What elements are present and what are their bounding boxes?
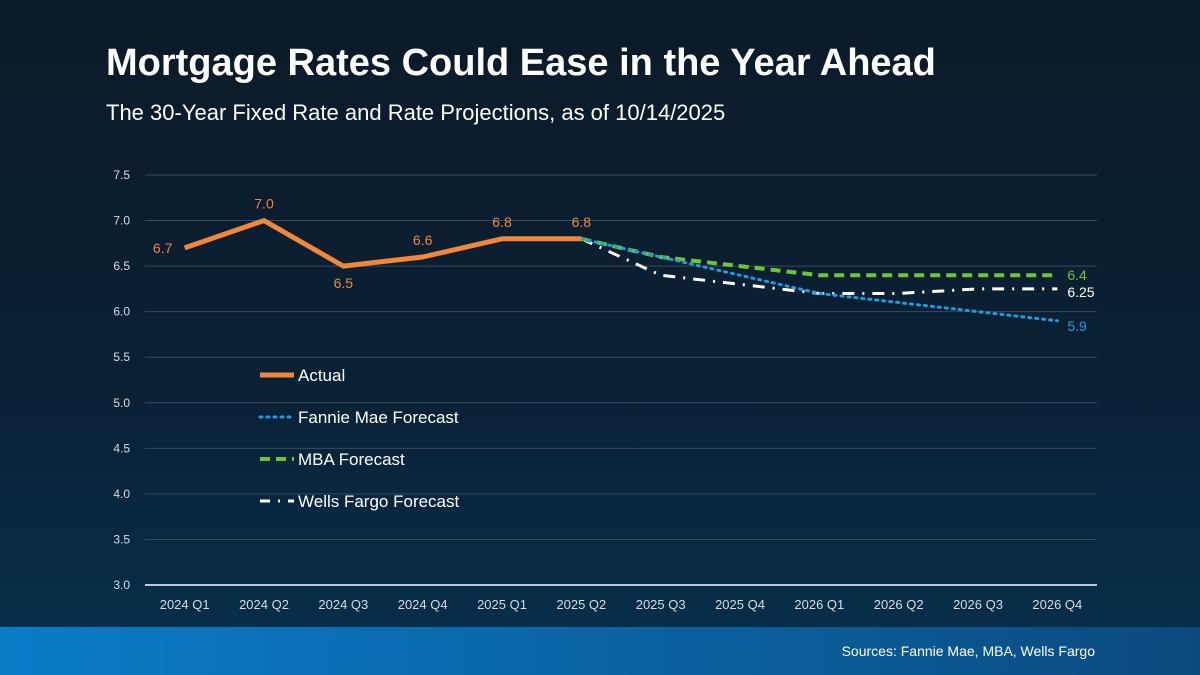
legend-label: MBA Forecast xyxy=(298,450,405,469)
sources-note: Sources: Fannie Mae, MBA, Wells Fargo xyxy=(841,643,1095,659)
x-tick-label: 2024 Q4 xyxy=(398,597,448,612)
x-tick-label: 2026 Q3 xyxy=(953,597,1003,612)
data-label: 6.8 xyxy=(572,214,592,230)
x-tick-label: 2025 Q1 xyxy=(477,597,527,612)
x-tick-label: 2026 Q1 xyxy=(794,597,844,612)
data-label: 6.5 xyxy=(334,275,354,291)
data-label: 6.7 xyxy=(153,240,173,256)
y-tick-label: 6.0 xyxy=(113,305,130,319)
series-line-fannie-mae-forecast xyxy=(579,237,1059,323)
y-tick-label: 4.5 xyxy=(113,441,130,455)
data-label: 7.0 xyxy=(254,196,274,212)
x-tick-label: 2026 Q4 xyxy=(1032,597,1082,612)
y-tick-label: 6.5 xyxy=(113,259,130,273)
y-tick-label: 4.0 xyxy=(113,487,130,501)
legend-label: Actual xyxy=(298,366,345,385)
chart-subtitle: The 30-Year Fixed Rate and Rate Projecti… xyxy=(106,100,726,125)
x-tick-label: 2025 Q3 xyxy=(636,597,686,612)
end-label: 5.9 xyxy=(1067,318,1087,334)
chart-title: Mortgage Rates Could Ease in the Year Ah… xyxy=(106,42,936,84)
line-chart: 3.0 3.5 4.0 4.5 5.0 5.5 6.0 6.5 7.0 7.5 2024 Q1 202… xyxy=(113,168,1097,612)
y-tick-label: 5.5 xyxy=(113,350,130,364)
end-label: 6.4 xyxy=(1067,267,1087,283)
legend-label: Fannie Mae Forecast xyxy=(298,408,459,427)
footer-bar: Sources: Fannie Mae, MBA, Wells Fargo xyxy=(0,627,1200,675)
y-tick-label: 3.5 xyxy=(113,532,130,546)
x-tick-label: 2024 Q3 xyxy=(318,597,368,612)
x-tick-label: 2025 Q4 xyxy=(715,597,765,612)
x-tick-label: 2025 Q2 xyxy=(556,597,606,612)
end-label: 6.25 xyxy=(1067,284,1094,300)
series-line-actual xyxy=(183,218,582,269)
x-tick-label: 2024 Q1 xyxy=(160,597,210,612)
x-tick-label: 2026 Q2 xyxy=(874,597,924,612)
legend-label: Wells Fargo Forecast xyxy=(298,492,460,511)
y-tick-label: 7.0 xyxy=(113,214,130,228)
y-tick-label: 5.0 xyxy=(113,396,130,410)
data-label: 6.8 xyxy=(492,214,512,230)
y-tick-label: 3.0 xyxy=(113,578,130,592)
series-line-mba-forecast xyxy=(580,236,1058,278)
data-label: 6.6 xyxy=(413,232,433,248)
x-tick-label: 2024 Q2 xyxy=(239,597,289,612)
y-tick-label: 7.5 xyxy=(113,168,130,182)
